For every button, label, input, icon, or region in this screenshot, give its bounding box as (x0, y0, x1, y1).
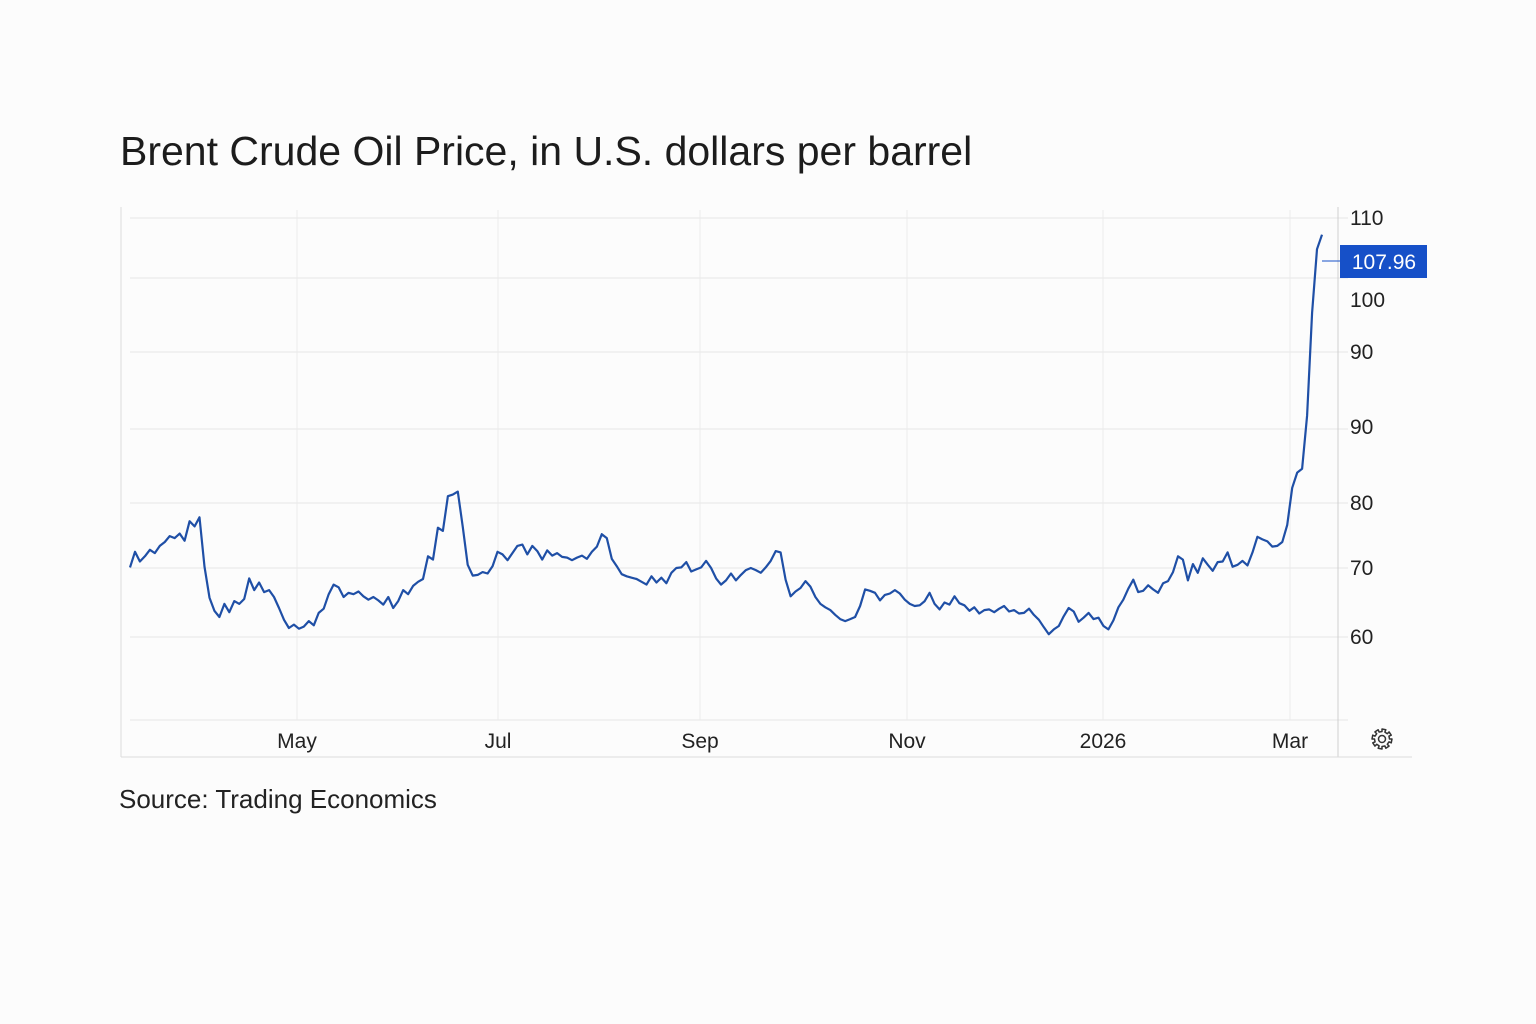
y-tick-label: 90 (1350, 416, 1373, 439)
last-value-marker: 107.96 (1322, 245, 1427, 278)
chart-title: Brent Crude Oil Price, in U.S. dollars p… (120, 128, 973, 174)
y-tick-label: 100 (1350, 289, 1385, 312)
x-tick-label: Mar (1272, 730, 1308, 753)
chart-frame (120, 207, 1412, 758)
y-tick-label: 70 (1350, 557, 1373, 580)
gear-hub (1377, 734, 1387, 744)
y-tick-label: 80 (1350, 492, 1373, 515)
gear-outline (1371, 728, 1393, 750)
source-note: Source: Trading Economics (119, 784, 437, 814)
x-tick-label: 2026 (1080, 730, 1127, 753)
y-tick-label: 90 (1350, 341, 1373, 364)
last-value-badge (1340, 245, 1427, 278)
x-tick-label: Jul (485, 730, 512, 753)
x-tick-label: Sep (681, 730, 718, 753)
x-tick-label: May (277, 730, 317, 753)
gear-icon[interactable] (1371, 728, 1393, 750)
x-tick-label: Nov (888, 730, 926, 753)
y-axis: 110 100 90 90 80 70 60 (1350, 207, 1385, 649)
last-value-label: 107.96 (1352, 251, 1416, 274)
price-line (128, 234, 1324, 636)
x-axis: May Jul Sep Nov 2026 Mar (277, 730, 1308, 753)
gridlines (130, 210, 1348, 721)
y-tick-label: 110 (1350, 207, 1383, 230)
y-tick-label: 60 (1350, 626, 1373, 649)
series-layer (128, 234, 1324, 636)
